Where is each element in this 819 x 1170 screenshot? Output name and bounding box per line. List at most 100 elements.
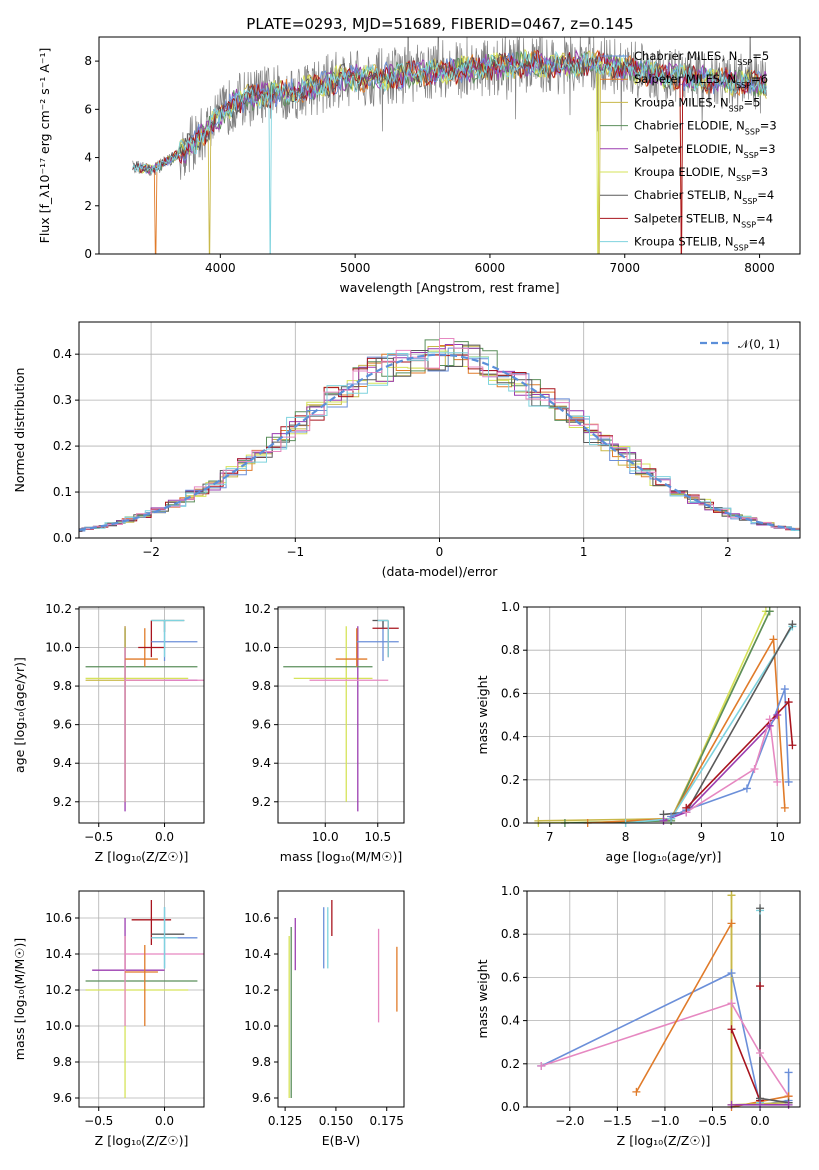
panel-age_vs_mass: 10.0 10.5 9.2 9.4 9.6 9.8 10.0 10.2 mass [log₁₀(…: [244, 602, 405, 864]
y-axis-label: age [log₁₀(age/yr)]: [12, 657, 27, 773]
legend-subscript: SSP: [729, 104, 744, 113]
y-tick-label: 0.8: [501, 927, 520, 941]
axes-frame: [277, 890, 405, 1108]
y-tick-label: 1.0: [501, 884, 520, 898]
x-tick-label: 4000: [205, 261, 236, 275]
legend-text: Salpeter STELIB, N: [634, 211, 741, 225]
plot-area-age_vs_mass: [278, 607, 404, 823]
data-point-marker: [727, 999, 736, 1008]
legend-entry: Salpeter STELIB, NSSP=4: [634, 211, 773, 229]
axes-frame: [78, 890, 205, 1108]
data-point-marker: [765, 607, 774, 616]
data-point-marker: [534, 816, 543, 825]
legend-text: Salpeter ELODIE, N: [634, 142, 744, 156]
y-tick-label: 0.4: [501, 730, 520, 744]
data-point-marker: [784, 1100, 793, 1109]
y-tick-label: 10.2: [45, 602, 72, 616]
legend-text: Kroupa ELODIE, N: [634, 165, 736, 179]
data-point-marker: [727, 969, 736, 978]
y-tick-label: 9.4: [252, 756, 271, 770]
x-axis-label: Z [log₁₀(Z/Z☉)]: [95, 1133, 189, 1148]
panel-massweight_vs_Z: −2.0 −1.5 −1.0 −0.5 0.0 0.0 0.2 0.4 0.6 0.8 1.0 Z […: [475, 884, 801, 1148]
series-line-kroupa_elodie: [538, 610, 767, 823]
data-point-marker: [756, 1100, 765, 1109]
x-tick-label: 0.150: [319, 1114, 353, 1128]
legend-text: =3: [751, 165, 768, 179]
y-axis-label: mass [log₁₀(M/M☉)]: [12, 938, 27, 1060]
x-tick-label: 0.125: [268, 1114, 302, 1128]
y-tick-label: 9.4: [53, 756, 72, 770]
legend-entry: 𝒩(0, 1): [738, 337, 780, 351]
x-axis-label: Z [log₁₀(Z/Z☉)]: [95, 849, 189, 864]
y-tick-label: 9.8: [53, 679, 72, 693]
legend-subscript: SSP: [741, 220, 756, 229]
y-tick-label: 8: [84, 54, 92, 68]
y-tick-label: 0.6: [501, 970, 520, 984]
data-point-marker: [769, 635, 778, 644]
legend-text: =4: [749, 235, 766, 249]
data-point-marker: [765, 715, 774, 724]
plot-area-mass_vs_Z: [79, 891, 204, 1107]
y-tick-label: 9.6: [53, 718, 72, 732]
figure-title: PLATE=0293, MJD=51689, FIBERID=0467, z=0…: [246, 15, 633, 33]
data-point-marker: [780, 685, 789, 694]
x-axis-label: age [log₁₀(age/yr)]: [606, 849, 722, 864]
y-tick-label: 10.0: [45, 641, 72, 655]
data-point-marker: [727, 919, 736, 928]
data-point-marker: [632, 1087, 641, 1096]
y-tick-label: 9.8: [252, 679, 271, 693]
axes-frame: [526, 890, 801, 1108]
data-point-marker: [773, 777, 782, 786]
data-point-marker: [742, 784, 751, 793]
y-tick-label: 0.0: [501, 816, 520, 830]
y-axis-label: Flux [f_λ10⁻¹⁷ erg cm⁻² s⁻¹ A⁻¹]: [37, 48, 52, 244]
x-axis-label: E(B-V): [322, 1133, 361, 1148]
x-tick-label: −2: [142, 545, 160, 559]
y-tick-label: 9.2: [252, 795, 271, 809]
x-axis-label: wavelength [Angstrom, rest frame]: [339, 280, 559, 295]
legend-entry: Kroupa STELIB, NSSP=4: [634, 235, 765, 253]
y-tick-label: 6: [84, 102, 92, 116]
model-line-kroupa_stelib: [132, 50, 767, 254]
panel-residuals: −2 −1 0 1 2 0.0 0.1 0.2 0.3 0.4 (data-model)/error…: [12, 321, 801, 579]
data-point-marker: [756, 982, 765, 991]
y-tick-label: 10.2: [45, 983, 72, 997]
x-tick-label: 10.0: [312, 830, 339, 844]
y-tick-label: 9.6: [252, 1091, 271, 1105]
series-line-pink: [541, 1002, 790, 1097]
legend-text: =3: [759, 142, 776, 156]
x-tick-label: 1: [580, 545, 588, 559]
x-tick-label: 9: [698, 830, 706, 844]
legend-text: Chabrier MILES, N: [634, 49, 737, 63]
data-point-marker: [756, 1049, 765, 1057]
x-tick-label: −1: [286, 545, 304, 559]
y-tick-label: 10.4: [244, 947, 271, 961]
data-point-marker: [784, 1068, 793, 1077]
data-point-marker: [773, 711, 782, 719]
x-tick-label: 0.0: [155, 830, 174, 844]
data-point-marker: [727, 891, 736, 900]
x-axis-label: mass [log₁₀(M/M☉)]: [280, 849, 402, 864]
legend-text: =4: [757, 188, 774, 202]
legend-text: =5: [744, 95, 761, 109]
y-tick-label: 0.1: [53, 485, 72, 499]
panels: 4000 5000 6000 7000 8000 0 2 4 6 8 wavelength [Ang…: [12, 36, 801, 1148]
x-tick-label: 0.0: [155, 1114, 174, 1128]
y-tick-label: 1.0: [501, 600, 520, 614]
legend-text: =4: [756, 211, 773, 225]
y-tick-label: 10.0: [45, 1019, 72, 1033]
y-tick-label: 0.3: [53, 393, 72, 407]
data-point-marker: [756, 904, 765, 913]
legend-entry: Chabrier MILES, NSSP=5: [634, 49, 769, 67]
legend-subscript: SSP: [745, 127, 760, 136]
y-tick-label: 0.0: [501, 1100, 520, 1114]
data-point-marker: [784, 698, 793, 707]
data-point-marker: [750, 765, 759, 773]
y-tick-label: 0.8: [501, 643, 520, 657]
legend-text: Salpeter MILES, N: [634, 72, 736, 86]
panel-mass_vs_Z: −0.5 0.0 9.6 9.8 10.0 10.2 10.4 10.6 Z [log₁₀(Z/…: [12, 890, 205, 1148]
data-point-marker: [780, 803, 789, 812]
legend-entry: Salpeter ELODIE, NSSP=3: [634, 142, 776, 160]
x-tick-label: −0.5: [698, 1114, 727, 1128]
data-point-marker: [784, 777, 793, 786]
